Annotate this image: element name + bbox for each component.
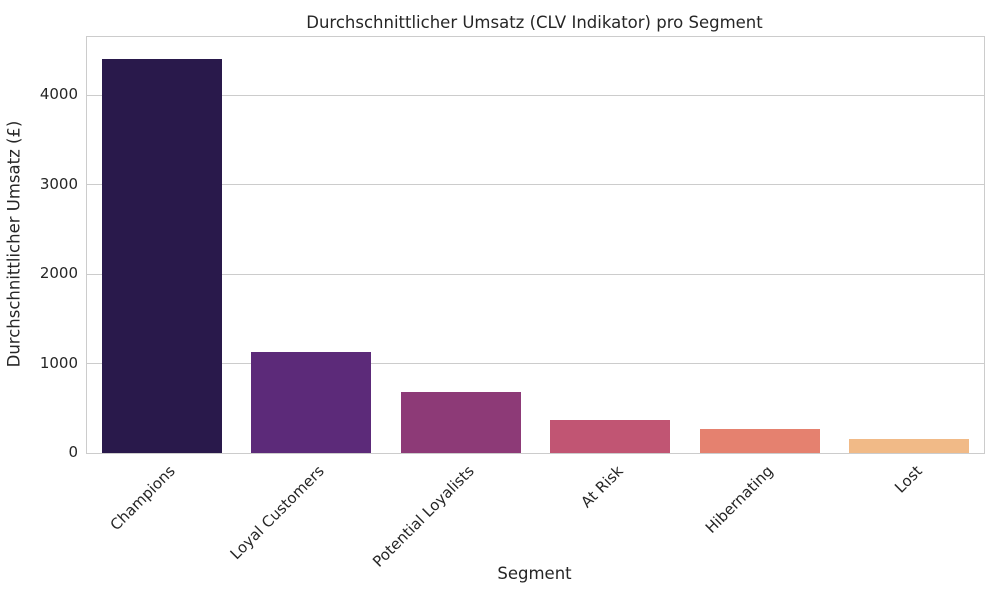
chart-title: Durchschnittlicher Umsatz (CLV Indikator… [306,13,763,32]
gridline-2000 [87,273,984,275]
x-tick-label-champions: Champions [106,462,179,535]
x-tick-label-lost: Lost [891,462,926,497]
bar-champions [101,59,222,453]
x-tick-label-potential-loyalists: Potential Loyalists [368,462,478,571]
gridline-4000 [87,94,984,96]
bar-potential-loyalists [400,392,521,453]
plot-area [86,36,985,454]
bar-at-risk [550,420,671,453]
x-axis-label: Segment [497,564,572,583]
y-tick-label-0: 0 [68,443,78,461]
gridline-1000 [87,363,984,365]
x-tick-label-loyal-customers: Loyal Customers [226,462,328,564]
y-axis-label: Durchschnittlicher Umsatz (£) [4,120,24,368]
gridline-3000 [87,184,984,186]
bar-loyal-customers [251,352,372,453]
bar-hibernating [699,429,820,453]
y-tick-label-3000: 3000 [39,174,78,193]
y-tick-label-4000: 4000 [39,85,78,104]
y-tick-label-1000: 1000 [39,353,78,372]
bar-lost [849,438,970,453]
x-tick-label-hibernating: Hibernating [701,462,777,537]
y-tick-label-2000: 2000 [39,264,78,283]
x-tick-label-at-risk: At Risk [577,462,627,512]
